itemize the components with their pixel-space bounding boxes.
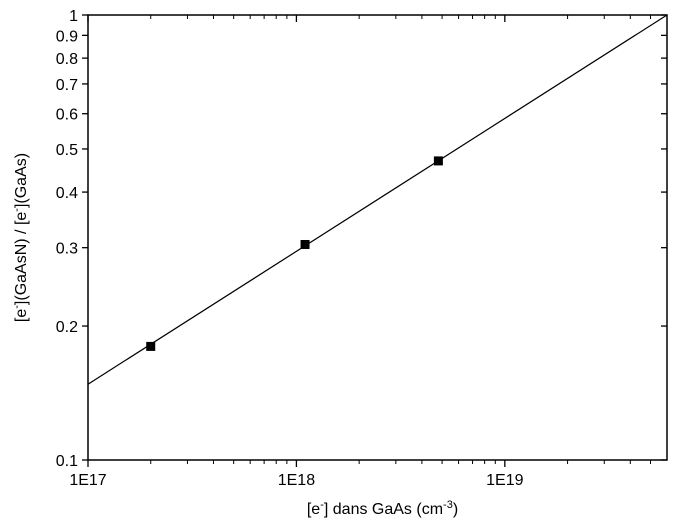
y-axis-label: [e-](GaAsN) / [e-](GaAs) xyxy=(11,153,30,322)
axis-ticks xyxy=(82,14,667,467)
plot-frame xyxy=(87,14,668,461)
y-tick-label: 1 xyxy=(69,8,78,25)
y-tick-label: 0.9 xyxy=(56,28,78,45)
x-tick-label: 1E18 xyxy=(278,472,315,489)
y-tick-label: 0.7 xyxy=(56,77,78,94)
data-point xyxy=(300,239,310,249)
x-tick-label: 1E17 xyxy=(69,472,106,489)
y-tick-labels: 0.1 0.2 0.3 0.4 0.5 0.6 0.7 0.8 0.9 1 xyxy=(56,8,78,470)
y-tick-label: 0.2 xyxy=(56,319,78,336)
x-tick-labels: 1E17 1E18 1E19 xyxy=(69,472,523,489)
x-tick-label: 1E19 xyxy=(486,472,523,489)
data-point xyxy=(146,341,156,351)
y-tick-label: 0.3 xyxy=(56,241,78,258)
y-tick-label: 0.8 xyxy=(56,51,78,68)
series-layer xyxy=(87,14,668,385)
x-axis-label: [e-] dans GaAs (cm-3) xyxy=(307,499,458,518)
fit-line xyxy=(87,14,668,385)
y-tick-label: 0.1 xyxy=(56,453,78,470)
y-tick-label: 0.4 xyxy=(56,185,78,202)
y-tick-label: 0.5 xyxy=(56,142,78,159)
y-tick-label: 0.6 xyxy=(56,107,78,124)
